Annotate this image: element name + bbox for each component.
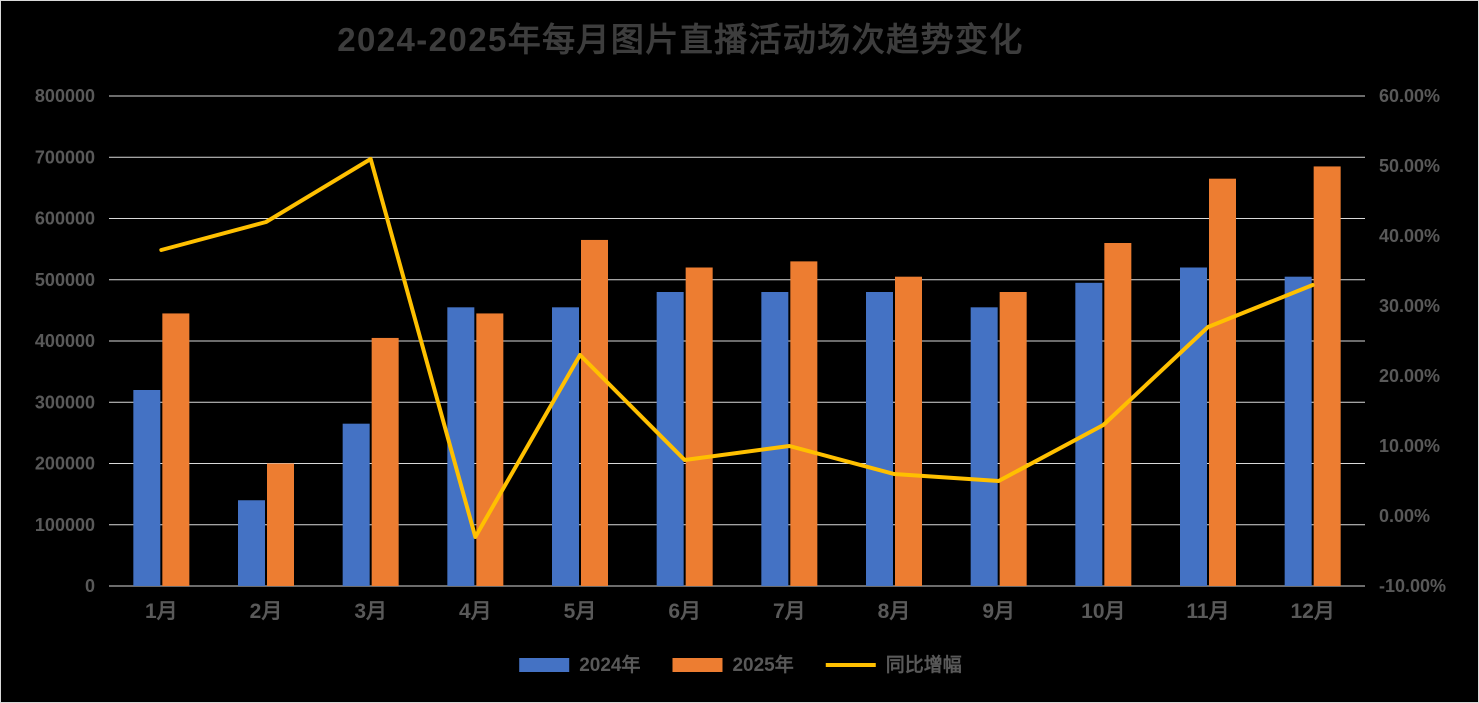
svg-text:0.00%: 0.00% [1379,506,1430,526]
svg-text:500000: 500000 [35,270,95,290]
svg-text:300000: 300000 [35,392,95,412]
svg-text:2024年: 2024年 [579,653,640,676]
svg-text:7月: 7月 [773,600,806,623]
svg-text:2025年: 2025年 [732,653,793,676]
svg-text:同比增幅: 同比增幅 [886,653,962,676]
svg-text:0: 0 [85,576,95,596]
svg-text:600000: 600000 [35,209,95,229]
svg-text:4月: 4月 [459,600,492,623]
svg-text:9月: 9月 [982,600,1015,623]
svg-text:200000: 200000 [35,454,95,474]
svg-text:3月: 3月 [354,600,387,623]
svg-text:8月: 8月 [878,600,911,623]
svg-text:-10.00%: -10.00% [1379,576,1446,596]
svg-text:700000: 700000 [35,147,95,167]
svg-text:50.00%: 50.00% [1379,156,1440,176]
svg-text:10月: 10月 [1081,600,1125,623]
svg-text:100000: 100000 [35,515,95,535]
svg-text:10.00%: 10.00% [1379,436,1440,456]
svg-text:800000: 800000 [35,86,95,106]
svg-text:12月: 12月 [1290,600,1334,623]
svg-text:1月: 1月 [145,600,178,623]
svg-text:11月: 11月 [1186,600,1229,623]
svg-text:20.00%: 20.00% [1379,366,1440,386]
svg-text:60.00%: 60.00% [1379,86,1440,106]
svg-text:40.00%: 40.00% [1379,226,1440,246]
svg-text:5月: 5月 [564,600,597,623]
svg-text:2月: 2月 [250,600,283,623]
svg-text:30.00%: 30.00% [1379,296,1440,316]
svg-text:400000: 400000 [35,331,95,351]
svg-text:6月: 6月 [668,600,701,623]
